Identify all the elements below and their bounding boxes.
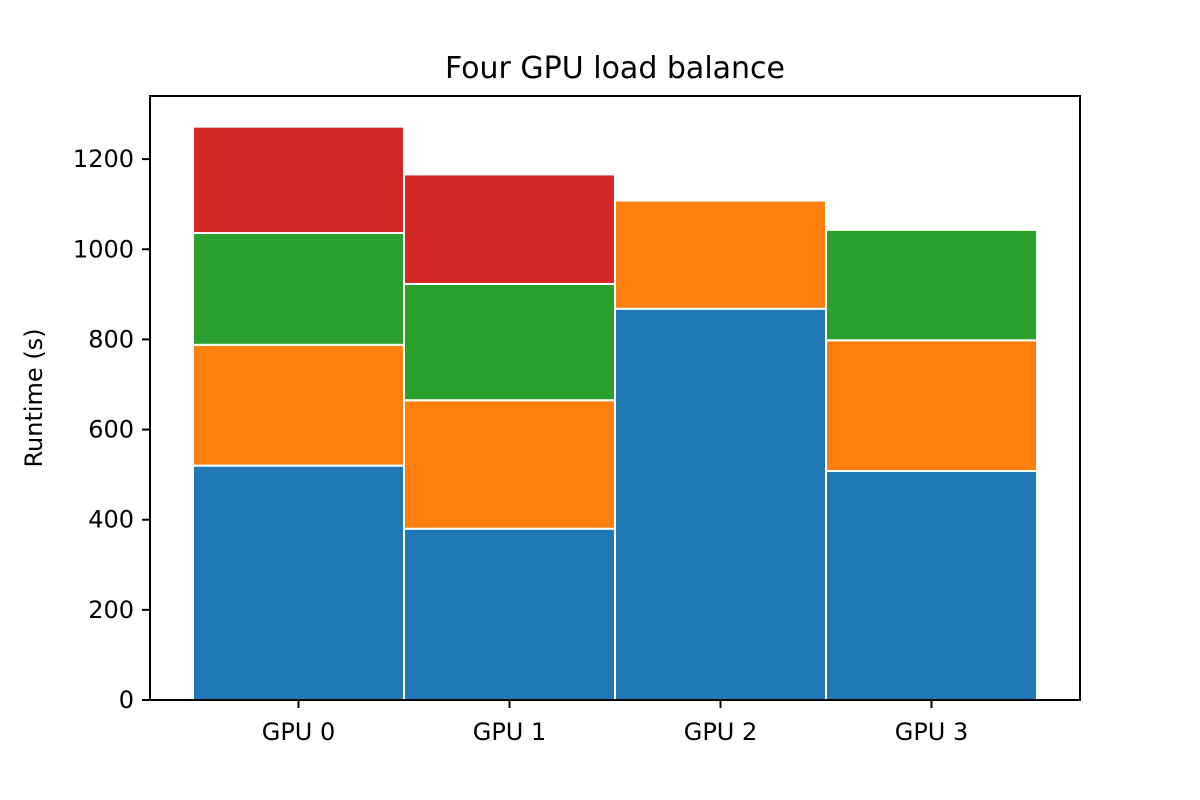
y-tick-label: 200 (88, 596, 134, 624)
bar-segment (825, 339, 1038, 473)
plot-frame (149, 95, 1081, 701)
x-tick-label: GPU 2 (684, 718, 758, 746)
ticks-group: 0 200 400 600 800 1000 1200 GPU 0 GPU 1 GPU 2 GPU … (73, 145, 968, 746)
y-tick-label: 1200 (73, 145, 134, 173)
bar-segment (192, 125, 405, 235)
bar-segment (825, 470, 1038, 702)
x-tick-label: GPU 0 (262, 718, 336, 746)
bar-segment (192, 343, 405, 467)
y-tick-label: 400 (88, 506, 134, 534)
bar-segment (192, 232, 405, 346)
bar-segment (403, 282, 616, 402)
bars-group (192, 125, 1038, 702)
bar-segment (192, 464, 405, 701)
bar-segment (614, 199, 827, 310)
bar-segment (825, 228, 1038, 342)
x-tick-label: GPU 1 (473, 718, 547, 746)
y-tick-label: 0 (119, 686, 134, 714)
y-tick-label: 800 (88, 325, 134, 353)
bar-segment (614, 307, 827, 701)
bar-segment (403, 399, 616, 530)
y-tick-label: 1000 (73, 235, 134, 263)
bar-segment (403, 173, 616, 285)
chart-title: Four GPU load balance (445, 51, 785, 86)
x-tick-label: GPU 3 (895, 718, 969, 746)
y-tick-label: 600 (88, 416, 134, 444)
bar-segment (403, 527, 616, 702)
y-axis-label: Runtime (s) (20, 328, 48, 467)
